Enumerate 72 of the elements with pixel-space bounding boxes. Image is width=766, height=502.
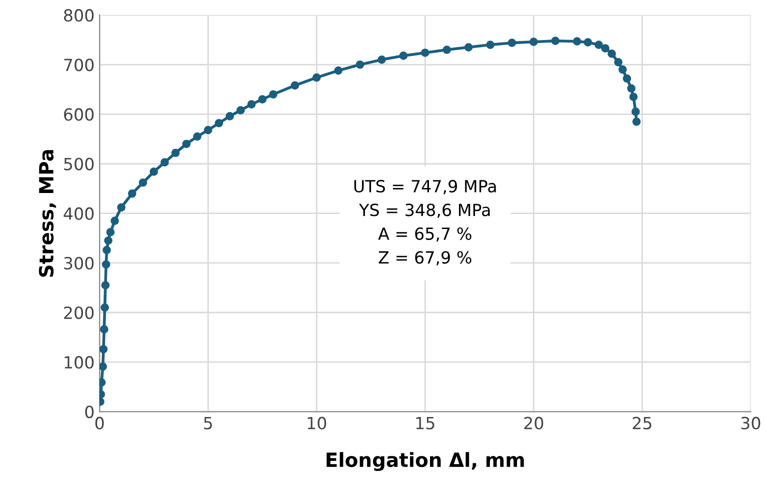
point	[160, 158, 169, 166]
point	[312, 73, 321, 82]
y-tick-label: 700	[64, 58, 94, 72]
annotation: A = 65,7 %	[378, 227, 472, 242]
point	[258, 95, 267, 104]
point	[102, 260, 110, 269]
point	[138, 178, 148, 187]
x-axis-title: Elongation Δl, mm	[326, 452, 524, 472]
point	[193, 132, 202, 141]
y-tick-label: 500	[64, 158, 94, 170]
point	[551, 36, 560, 46]
point	[100, 303, 109, 312]
point	[104, 236, 112, 245]
point	[214, 118, 224, 128]
annotation: UTS = 747,9 MPa	[354, 180, 496, 194]
point	[442, 46, 451, 54]
point	[226, 112, 234, 120]
point	[236, 106, 245, 114]
point	[618, 65, 627, 74]
y-tick-label: 400	[64, 207, 94, 220]
point	[356, 60, 364, 69]
point	[529, 38, 538, 46]
point	[508, 38, 516, 47]
point	[150, 168, 158, 176]
point	[110, 216, 119, 225]
point	[247, 100, 256, 108]
point	[204, 126, 212, 134]
y-tick-label: 100	[64, 356, 94, 369]
point	[631, 108, 640, 116]
point	[100, 345, 108, 354]
point	[464, 43, 473, 52]
point	[182, 140, 191, 148]
point	[100, 325, 108, 334]
y-axis-title: Stress, MPa	[38, 150, 56, 277]
x-tick-label: 5	[204, 417, 212, 430]
point	[629, 92, 638, 102]
x-tick-label: 15	[416, 417, 434, 430]
point	[608, 50, 616, 58]
point	[622, 74, 632, 83]
point	[269, 90, 278, 99]
x-tick-label: 10	[308, 416, 326, 430]
x-tick-label: 0	[95, 416, 104, 430]
y-tick-label: 200	[64, 306, 94, 320]
x-tick-label: 25	[632, 416, 652, 430]
point	[572, 37, 582, 46]
y-tick-label: 800	[64, 9, 94, 22]
point	[106, 228, 115, 236]
point	[632, 117, 641, 126]
point	[171, 148, 180, 158]
point	[584, 38, 592, 46]
y-tick-label: 300	[64, 256, 94, 270]
point	[117, 203, 126, 212]
point	[378, 56, 386, 64]
point	[334, 66, 342, 75]
point	[399, 52, 408, 60]
point	[614, 58, 622, 66]
annotation: Z = 67,9 %	[378, 251, 472, 266]
point	[100, 362, 108, 371]
y-tick-label: 0	[85, 406, 94, 418]
point	[420, 48, 430, 57]
x-tick-label: 20	[524, 416, 544, 430]
point	[102, 246, 111, 254]
y-tick-label: 600	[64, 108, 94, 121]
point	[101, 281, 110, 290]
point	[601, 44, 610, 52]
x-tick-label: 30	[741, 416, 760, 430]
point	[486, 40, 494, 49]
point	[594, 40, 603, 49]
annotation: YS = 348,6 MPa	[358, 204, 490, 218]
point	[627, 84, 636, 93]
point	[128, 189, 136, 198]
point	[290, 81, 300, 90]
